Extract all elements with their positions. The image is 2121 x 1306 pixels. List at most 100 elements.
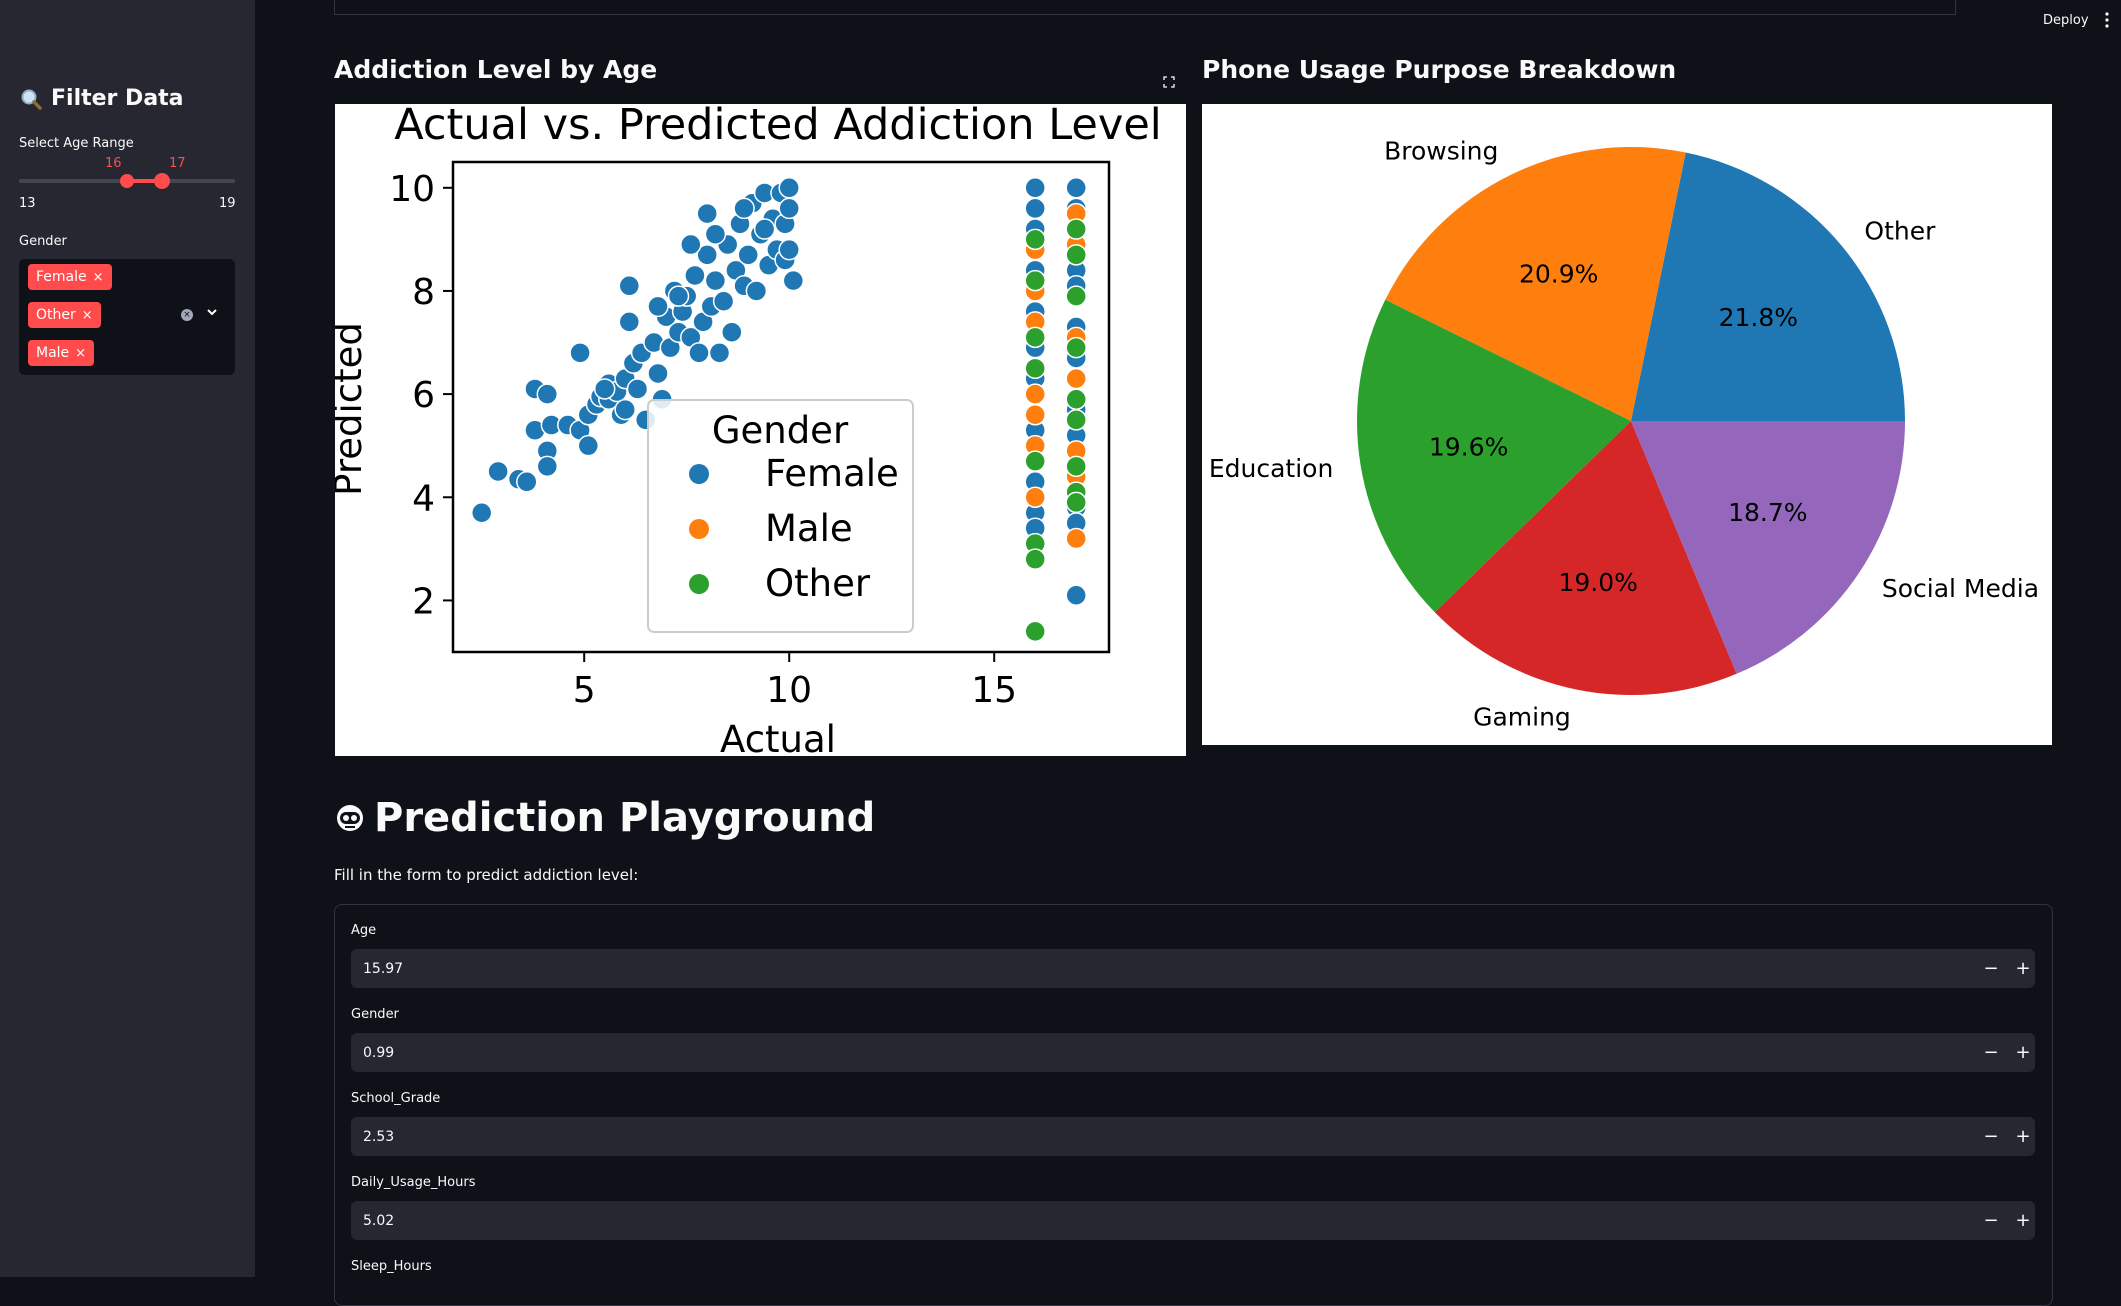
playground-title-text: Prediction Playground	[374, 795, 876, 841]
main-menu-icon[interactable]	[2104, 12, 2110, 32]
gender-number-input[interactable]	[351, 1033, 1955, 1072]
legend-title: Gender	[712, 409, 849, 452]
plus-icon[interactable]: +	[2015, 958, 2031, 979]
pie-category-label: Gaming	[1473, 702, 1571, 731]
pie-heading: Phone Usage Purpose Breakdown	[1202, 55, 1677, 84]
plot-frame	[451, 160, 1111, 654]
prediction-form: Age − + Gender − + School_Grade − + Dail…	[334, 904, 2053, 1306]
scatter-point-other	[1065, 244, 1087, 266]
field-label-daily-usage: Daily_Usage_Hours	[351, 1175, 476, 1190]
legend-marker-female	[689, 464, 709, 484]
scatter-point-female	[733, 197, 755, 220]
pie-pct-label: 20.9%	[1519, 259, 1598, 288]
legend-label-female: Female	[765, 452, 899, 495]
scatter-point-other	[1065, 336, 1087, 359]
scatter-point-female	[712, 290, 735, 313]
gender-label: Gender	[19, 234, 67, 249]
legend-label-other: Other	[765, 562, 871, 605]
legend-label-male: Male	[765, 507, 853, 550]
y-tick-label: 6	[412, 375, 435, 416]
scatter-point-male	[1065, 367, 1087, 390]
scatter-point-female	[688, 342, 710, 364]
gender-multiselect[interactable]: Female × Other × Male × ×	[19, 259, 235, 375]
scatter-heading: Addiction Level by Age	[334, 55, 658, 84]
scatter-point-female	[647, 362, 669, 385]
y-tick-label: 10	[389, 169, 435, 210]
deploy-button[interactable]: Deploy	[2043, 13, 2089, 28]
pie-chart-panel: 21.8% Other 20.9% Browsing 19.6% Education 19.…	[1202, 104, 2052, 745]
school-grade-number-input[interactable]	[351, 1117, 1955, 1156]
scatter-point-other	[1065, 218, 1087, 240]
age-slider-min-label: 13	[19, 196, 36, 211]
age-slider-low-thumb[interactable]	[120, 174, 134, 188]
scatter-point-other	[1065, 455, 1087, 478]
minus-icon[interactable]: −	[1983, 1210, 1999, 1231]
scatter-point-female	[470, 501, 493, 524]
scatter-title: Actual vs. Predicted Addiction Level	[394, 104, 1161, 150]
y-tick-label: 8	[412, 272, 435, 313]
chevron-down-icon[interactable]	[205, 305, 219, 323]
scatter-point-female	[696, 244, 718, 266]
minus-icon[interactable]: −	[1983, 958, 1999, 979]
scatter-point-female	[737, 244, 759, 266]
gender-chip-female: Female ×	[28, 264, 112, 290]
chip-remove-icon[interactable]: ×	[75, 345, 87, 361]
minus-icon[interactable]: −	[1983, 1126, 1999, 1147]
age-range-label: Select Age Range	[19, 136, 134, 151]
scatter-point-female	[704, 269, 727, 292]
field-label-sleep-hours: Sleep_Hours	[351, 1259, 432, 1274]
scatter-point-other	[1024, 326, 1046, 349]
field-label-gender: Gender	[351, 1007, 399, 1022]
pie-slice-education	[1357, 299, 1631, 613]
scatter-point-female	[708, 342, 731, 364]
plus-icon[interactable]: +	[2015, 1210, 2031, 1231]
scatter-point-male	[1024, 403, 1046, 426]
clear-all-icon[interactable]: ×	[181, 309, 193, 321]
age-number-input[interactable]	[351, 949, 1955, 988]
scatter-point-other	[1024, 548, 1046, 570]
scatter-point-female	[618, 311, 641, 333]
sidebar-title: Filter Data	[19, 86, 184, 111]
gender-input: − +	[351, 1033, 2035, 1072]
pie-category-label: Browsing	[1384, 136, 1498, 165]
y-tick-label: 4	[412, 478, 435, 519]
scatter-point-male	[1024, 486, 1046, 509]
school-grade-input: − +	[351, 1117, 2035, 1156]
age-slider-max-label: 19	[219, 196, 236, 211]
plus-icon[interactable]: +	[2015, 1042, 2031, 1063]
pie-pct-label: 18.7%	[1728, 498, 1807, 527]
y-tick-label: 2	[412, 581, 435, 622]
pie-category-label: Other	[1864, 216, 1936, 245]
search-icon	[21, 89, 42, 110]
age-slider-high-value: 17	[169, 156, 186, 171]
chip-label: Male	[36, 345, 70, 361]
scatter-point-female	[593, 378, 616, 400]
age-input: − +	[351, 949, 2035, 988]
daily-usage-number-input[interactable]	[351, 1201, 1955, 1240]
scatter-point-female	[626, 378, 649, 400]
age-slider-high-thumb[interactable]	[154, 173, 170, 189]
pie-slice-social-media	[1631, 421, 1905, 674]
scatter-point-female	[680, 233, 702, 256]
chip-remove-icon[interactable]: ×	[92, 269, 104, 285]
scatter-point-female	[667, 285, 690, 307]
plus-icon[interactable]: +	[2015, 1126, 2031, 1147]
scatter-chart-panel: 5 10 15 2 4 6 8 10 Actual vs. Predicted Addictio…	[335, 104, 1186, 756]
scatter-point-other	[1065, 409, 1087, 431]
scatter-chart: 5 10 15 2 4 6 8 10 Actual vs. Predicted Addictio…	[335, 104, 1162, 756]
chip-label: Female	[36, 269, 87, 285]
scatter-point-female	[1065, 584, 1087, 607]
minus-icon[interactable]: −	[1983, 1042, 1999, 1063]
scatter-point-female	[614, 398, 636, 421]
chip-remove-icon[interactable]: ×	[81, 307, 93, 323]
scatter-point-other	[1024, 357, 1046, 380]
field-label-school-grade: School_Grade	[351, 1091, 441, 1106]
scatter-point-female	[778, 197, 800, 220]
scatter-y-axis-label: Predicted	[335, 322, 370, 496]
pie-category-label: Social Media	[1882, 574, 2039, 603]
scatter-point-female	[516, 471, 538, 493]
fullscreen-icon[interactable]	[1163, 76, 1175, 91]
scatter-point-other	[1065, 285, 1087, 307]
scatter-point-other	[1024, 450, 1046, 472]
playground-caption: Fill in the form to predict addiction le…	[334, 866, 639, 884]
